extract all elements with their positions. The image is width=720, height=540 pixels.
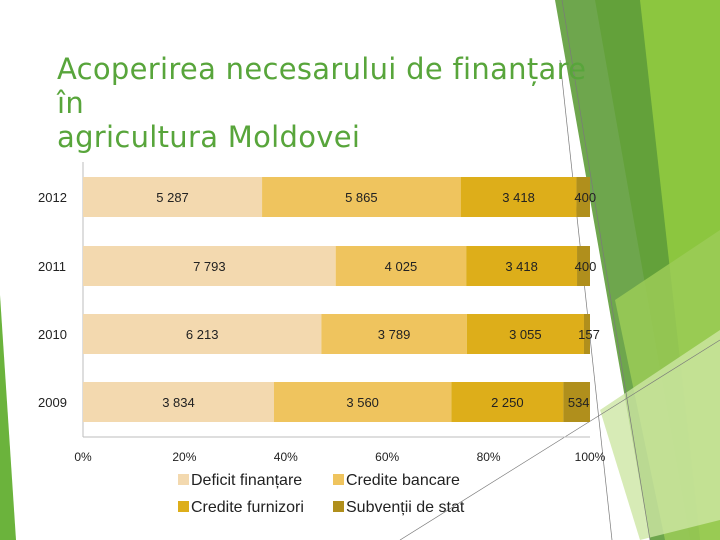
bar-value-label: 3 055: [509, 327, 542, 342]
bar-segment: [83, 177, 263, 217]
legend-swatch: [333, 501, 344, 512]
legend-label: Credite bancare: [346, 472, 460, 489]
bar-segment: [83, 246, 336, 286]
slide-title-line-2: agricultura Moldovei: [57, 120, 361, 154]
deco-line-2: [559, 59, 613, 540]
bar-segment: [460, 177, 577, 217]
bar-segment: [576, 177, 590, 217]
bar-segment: [466, 246, 578, 286]
bar-value-label: 4 025: [385, 259, 418, 274]
y-tick-label: 2012: [38, 190, 67, 205]
y-tick-label: 2011: [38, 259, 66, 274]
x-tick-label: 0%: [74, 450, 92, 464]
bar-value-label: 157: [578, 327, 600, 342]
x-tick-label: 60%: [375, 450, 399, 464]
bar-value-label: 7 793: [193, 259, 226, 274]
y-tick-label: 2009: [38, 395, 67, 410]
y-tick-label: 2010: [38, 327, 67, 342]
bar-value-label: 6 213: [186, 327, 219, 342]
bar-value-label: 3 834: [162, 395, 195, 410]
legend-swatch: [333, 474, 344, 485]
bar-segment: [83, 314, 322, 354]
deco-green-pale-band: [600, 330, 720, 540]
deco-line-3: [399, 339, 720, 540]
slide-title: Acoperirea necesarului de finanțare în a…: [57, 52, 617, 154]
slide-title-line-1: Acoperirea necesarului de finanțare în: [57, 52, 587, 120]
legend-swatch: [178, 474, 189, 485]
x-tick-label: 80%: [477, 450, 501, 464]
bar-segment: [583, 314, 590, 354]
x-tick-label: 100%: [575, 450, 606, 464]
legend-label: Credite furnizori: [191, 499, 304, 516]
deco-green-left-sliver: [0, 295, 16, 540]
x-tick-label: 20%: [172, 450, 196, 464]
bar-value-label: 400: [574, 190, 596, 205]
bar-value-label: 3 418: [502, 190, 535, 205]
bar-segment: [466, 314, 584, 354]
bar-segment: [451, 382, 564, 422]
bar-segment: [335, 246, 467, 286]
x-tick-label: 40%: [274, 450, 298, 464]
bar-value-label: 534: [568, 395, 590, 410]
deco-line-1: [561, 0, 651, 540]
bar-value-label: 5 865: [345, 190, 378, 205]
bar-segment: [577, 246, 590, 286]
bar-value-label: 3 789: [378, 327, 411, 342]
legend-swatch: [178, 501, 189, 512]
bar-segment: [321, 314, 467, 354]
bar-value-label: 5 287: [156, 190, 189, 205]
bar-value-label: 3 418: [505, 259, 538, 274]
bar-value-label: 400: [575, 259, 597, 274]
bar-segment: [273, 382, 452, 422]
bar-value-label: 3 560: [346, 395, 379, 410]
legend-label: Subvenții de stat: [346, 499, 465, 516]
bar-segment: [262, 177, 461, 217]
bar-segment: [563, 382, 590, 422]
bar-value-label: 2 250: [491, 395, 524, 410]
legend-label: Deficit finanțare: [191, 472, 302, 489]
bar-segment: [83, 382, 274, 422]
